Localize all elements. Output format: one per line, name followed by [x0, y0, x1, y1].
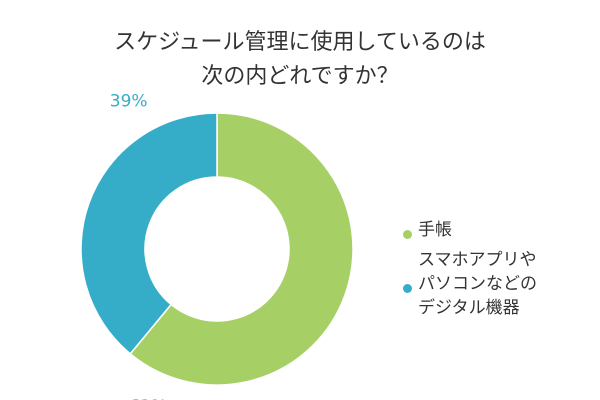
- data-label-digital: 39%: [110, 91, 148, 111]
- legend-label-notebook: 手帳: [418, 220, 452, 240]
- chart-title-line-2: 次の内どれですか？: [201, 64, 399, 89]
- chart-title-line-1: スケジュール管理に使用しているのは: [114, 30, 486, 55]
- data-label-notebook: 61%: [129, 397, 167, 400]
- chart-legend: 手帳 スマホアプリや パソコンなどの デジタル機器: [403, 218, 593, 326]
- legend-item-digital: スマホアプリや パソコンなどの デジタル機器: [403, 248, 593, 320]
- legend-marker-digital: [403, 284, 412, 293]
- legend-label-digital: スマホアプリや パソコンなどの デジタル機器: [418, 250, 537, 318]
- slice-digital: [80, 112, 218, 355]
- legend-marker-notebook: [403, 230, 412, 239]
- slice-notebook: [129, 112, 354, 386]
- chart-title: スケジュール管理に使用しているのは 次の内どれですか？: [0, 26, 600, 94]
- legend-item-notebook: 手帳: [403, 218, 593, 242]
